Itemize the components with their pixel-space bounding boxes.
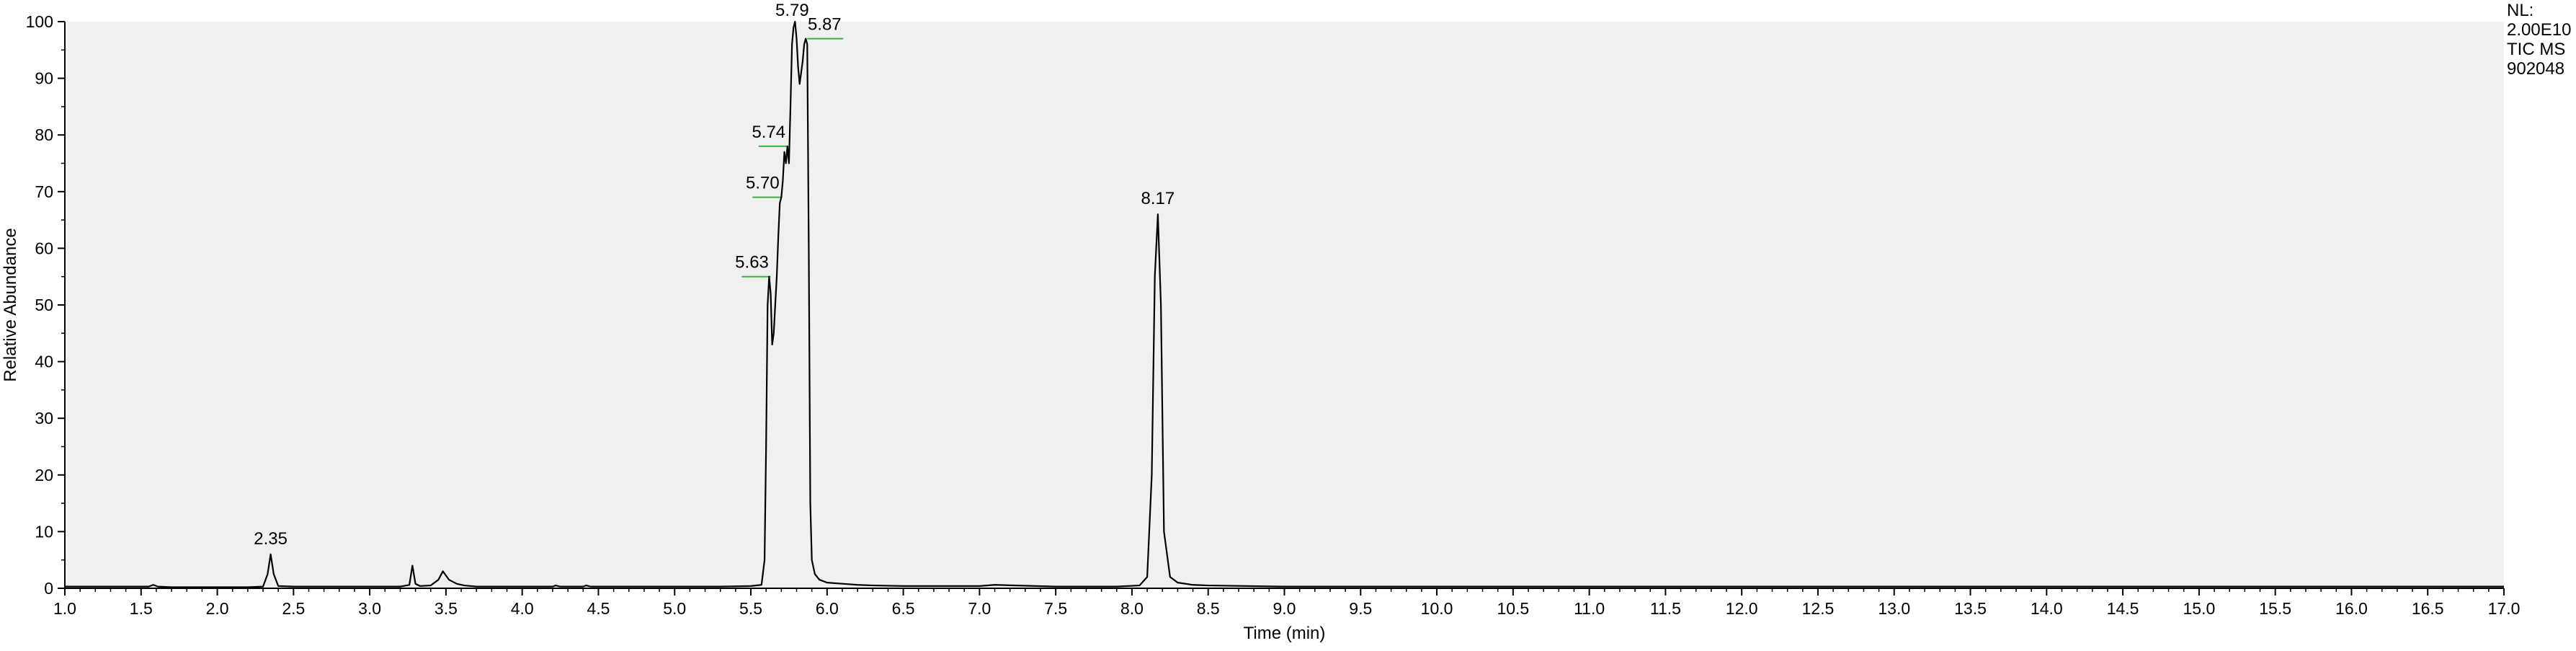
x-tick-label: 6.0 (816, 599, 839, 618)
x-tick-label: 7.0 (968, 599, 991, 618)
y-tick-label: 70 (35, 182, 53, 201)
tic-trace-line (65, 20, 2504, 588)
info-line-scan-type: TIC MS (2507, 40, 2565, 59)
x-tick-label: 14.0 (2031, 599, 2063, 618)
x-tick-label: 16.5 (2412, 599, 2444, 618)
info-block: NL: 2.00E10 TIC MS 902048 (2507, 1, 2571, 79)
y-tick-label: 100 (26, 12, 53, 31)
x-tick-label: 5.5 (739, 599, 762, 618)
peak-label: 5.70 (746, 174, 780, 193)
x-tick-label: 15.5 (2259, 599, 2291, 618)
x-tick-label: 4.0 (511, 599, 534, 618)
x-tick-label: 8.5 (1197, 599, 1220, 618)
x-tick-label: 16.0 (2335, 599, 2368, 618)
y-axis-title: Relative Abundance (1, 228, 20, 382)
x-axis-title: Time (min) (1244, 624, 1326, 643)
x-tick-label: 10.0 (1421, 599, 1453, 618)
peak-label: 5.87 (808, 15, 842, 35)
y-tick-label: 10 (35, 522, 53, 541)
x-tick-label: 17.0 (2488, 599, 2521, 618)
y-tick-label: 20 (35, 466, 53, 484)
peak-label: 8.17 (1141, 189, 1175, 208)
x-tick-label: 11.0 (1574, 599, 1605, 618)
peak-labels: 2.35 5.63 5.70 5.74 5.795.87 8.17 (254, 1, 1175, 549)
x-tick-label: 13.5 (1954, 599, 1987, 618)
info-line-normalization: 2.00E10 (2507, 20, 2571, 40)
x-tick-label: 10.5 (1497, 599, 1529, 618)
x-tick-label: 5.0 (663, 599, 686, 618)
x-tick-label: 3.0 (358, 599, 381, 618)
y-tick-label: 40 (35, 353, 53, 371)
y-tick-label: 90 (35, 69, 53, 88)
y-tick-label: 30 (35, 409, 53, 428)
peak-label: 5.74 (752, 123, 785, 142)
info-line-file-id: 902048 (2507, 59, 2564, 79)
peak-label: 2.35 (254, 529, 288, 549)
x-tick-label: 14.5 (2107, 599, 2139, 618)
x-tick-label: 8.0 (1120, 599, 1144, 618)
y-tick-label: 0 (44, 579, 53, 598)
x-tick-label: 4.5 (587, 599, 610, 618)
plot-background (65, 22, 2504, 588)
peak-label: 5.63 (735, 253, 769, 273)
x-tick-label: 12.0 (1726, 599, 1758, 618)
x-tick-label: 6.5 (892, 599, 915, 618)
y-tick-label: 60 (35, 239, 53, 257)
y-ticks: 0 10 20 30 40 50 60 70 80 90 100 (26, 12, 65, 598)
info-line-nl: NL: (2507, 1, 2533, 20)
x-tick-label: 13.0 (1878, 599, 1910, 618)
x-tick-label: 9.5 (1349, 599, 1372, 618)
x-tick-label: 1.0 (53, 599, 76, 618)
x-ticks: 1.0 1.5 2.0 2.5 3.0 3.5 4.0 4.5 5.0 5.5 6.0 6.5 7.0 7… (53, 588, 2520, 618)
x-tick-label: 2.5 (282, 599, 305, 618)
x-tick-label: 9.0 (1273, 599, 1296, 618)
x-tick-label: 7.5 (1044, 599, 1067, 618)
x-tick-label: 2.0 (206, 599, 229, 618)
x-tick-label: 1.5 (130, 599, 153, 618)
y-tick-label: 80 (35, 125, 53, 144)
x-tick-label: 11.5 (1650, 599, 1681, 618)
x-tick-label: 15.0 (2183, 599, 2215, 618)
peak-label: 5.79 (775, 1, 809, 20)
x-tick-label: 12.5 (1802, 599, 1835, 618)
x-tick-label: 3.5 (434, 599, 458, 618)
peak-markers (741, 37, 844, 278)
y-tick-label: 50 (35, 296, 53, 314)
